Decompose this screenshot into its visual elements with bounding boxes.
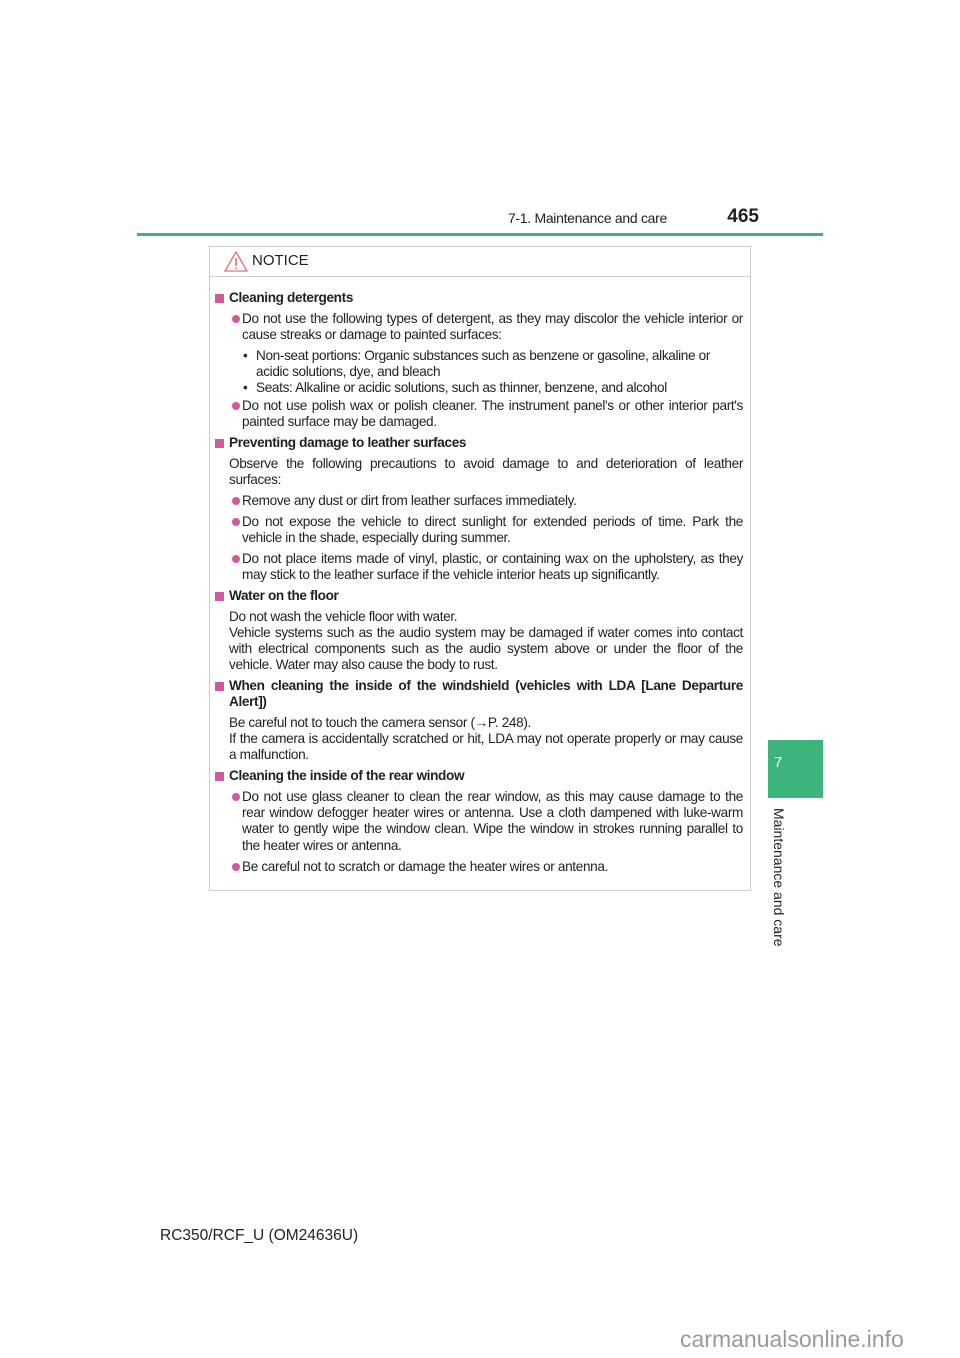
sub-bullet-item: • Seats: Alkaline or acidic solutions, su… bbox=[243, 380, 667, 395]
bullet-item: Do not use polish wax or polish cleaner.… bbox=[232, 398, 743, 430]
notice-box bbox=[209, 246, 751, 891]
heading-leather: Preventing damage to leather surfaces bbox=[215, 435, 743, 451]
notice-title: NOTICE bbox=[252, 252, 309, 269]
heading-rear-window: Cleaning the inside of the rear window bbox=[215, 768, 743, 784]
bullet-item: Be careful not to scratch or damage the … bbox=[232, 859, 743, 875]
sub-bullet-text: Seats: Alkaline or acidic solutions, suc… bbox=[256, 380, 667, 395]
heading-cleaning-detergents: Cleaning detergents bbox=[215, 290, 743, 306]
heading-text: When cleaning the inside of the windshie… bbox=[229, 678, 743, 710]
sub-bullet-text: Non-seat portions: Organic substances su… bbox=[256, 348, 711, 380]
bullet-text: Remove any dust or dirt from leather sur… bbox=[242, 493, 577, 508]
paragraph: Vehicle systems such as the audio system… bbox=[229, 625, 743, 673]
heading-text: Water on the floor bbox=[229, 588, 339, 603]
heading-text: Cleaning detergents bbox=[229, 290, 354, 305]
notice-header bbox=[210, 246, 750, 277]
section-title: 7-1. Maintenance and care bbox=[507, 210, 667, 226]
paragraph: Do not wash the vehicle floor with water… bbox=[229, 609, 458, 624]
footer-model: RC350/RCF_U (OM24636U) bbox=[160, 1227, 359, 1244]
sub-bullet-item: • Non-seat portions: Organic substances s… bbox=[243, 348, 711, 380]
bullet-item: Do not place items made of vinyl, plasti… bbox=[232, 551, 743, 583]
bullet-text: Do not use glass cleaner to clean the re… bbox=[242, 789, 743, 853]
chapter-label-text: Maintenance and care bbox=[771, 808, 787, 947]
bullet-item: Remove any dust or dirt from leather sur… bbox=[232, 493, 743, 509]
chapter-tab: 7 bbox=[768, 740, 823, 798]
bullet-item: Do not use the following types of deterg… bbox=[232, 311, 743, 343]
page-number: 465 bbox=[727, 206, 759, 227]
chapter-label: Maintenance and care bbox=[770, 808, 790, 953]
watermark: carmanualsonline.info bbox=[680, 1326, 904, 1352]
heading-text: Preventing damage to leather surfaces bbox=[229, 435, 467, 450]
paragraph: Observe the following precautions to avo… bbox=[229, 456, 743, 488]
bullet-text: Be careful not to scratch or damage the … bbox=[242, 859, 608, 874]
heading-water-floor: Water on the floor bbox=[215, 588, 743, 604]
bullet-item: Do not use glass cleaner to clean the re… bbox=[232, 789, 743, 854]
bullet-text: Do not place items made of vinyl, plasti… bbox=[242, 551, 743, 583]
paragraph: Be careful not to touch the camera senso… bbox=[229, 715, 531, 730]
bullet-item: Do not expose the vehicle to direct sunl… bbox=[232, 514, 743, 546]
heading-windshield: When cleaning the inside of the windshie… bbox=[215, 678, 743, 710]
paragraph: If the camera is accidentally scratched … bbox=[229, 731, 743, 763]
header-rule bbox=[137, 233, 823, 236]
heading-text: Cleaning the inside of the rear window bbox=[229, 768, 465, 783]
bullet-text: Do not use the following types of deterg… bbox=[242, 311, 743, 343]
chapter-number: 7 bbox=[774, 754, 783, 771]
bullet-text: Do not expose the vehicle to direct sunl… bbox=[242, 514, 743, 546]
warning-triangle-icon bbox=[224, 251, 248, 272]
bullet-text: Do not use polish wax or polish cleaner.… bbox=[242, 398, 743, 430]
